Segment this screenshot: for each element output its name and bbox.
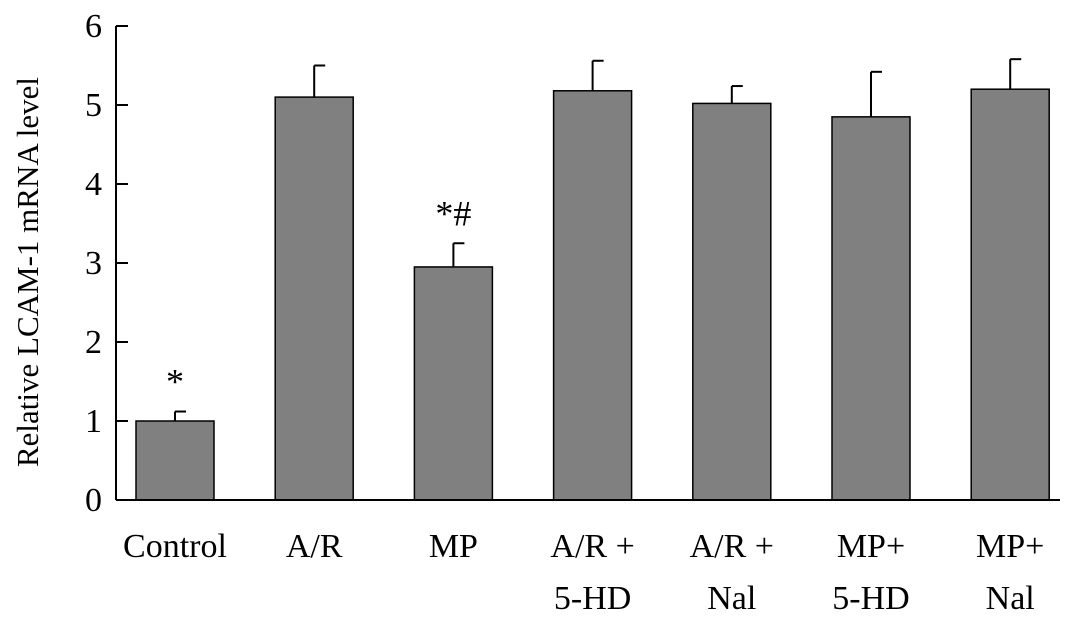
x-category-label: Nal: [986, 580, 1035, 617]
y-tick-label: 6: [85, 8, 102, 45]
y-tick-label: 1: [85, 403, 102, 440]
bar: [274, 96, 354, 501]
significance-marker: *#: [435, 193, 471, 233]
x-category-label: A/R +: [690, 528, 774, 565]
x-category-label: A/R +: [550, 528, 634, 565]
x-category-label: 5-HD: [832, 580, 909, 617]
y-tick-label: 0: [85, 482, 102, 519]
bar: [970, 88, 1050, 501]
y-tick-label: 4: [85, 166, 102, 203]
bars-layer: [135, 58, 1050, 501]
bar: [692, 102, 772, 501]
significance-marker: *: [166, 362, 184, 402]
x-category-label: Control: [123, 528, 227, 565]
y-tick-label: 3: [85, 245, 102, 282]
bar: [552, 90, 633, 501]
bar: [135, 420, 215, 501]
y-tick-label: 5: [85, 87, 102, 124]
x-category-label: Nal: [707, 580, 756, 617]
x-category-label: MP+: [837, 528, 905, 565]
category-labels: Control A/R MP A/R + 5-HD A/R + Nal MP+ 5-HD MP+ N…: [123, 528, 1044, 617]
y-ticks: 0 1 2 3 4 5 6: [85, 8, 128, 519]
significance-annotations: * *#: [166, 193, 471, 401]
x-category-label: MP+: [976, 528, 1044, 565]
bar: [831, 116, 911, 501]
x-category-label: 5-HD: [554, 580, 631, 617]
bar: [413, 266, 494, 501]
y-axis-label: Relative LCAM-1 mRNA level: [10, 77, 45, 467]
x-category-label: A/R: [286, 528, 343, 565]
x-category-label: MP: [429, 528, 478, 565]
y-tick-label: 2: [85, 324, 102, 361]
